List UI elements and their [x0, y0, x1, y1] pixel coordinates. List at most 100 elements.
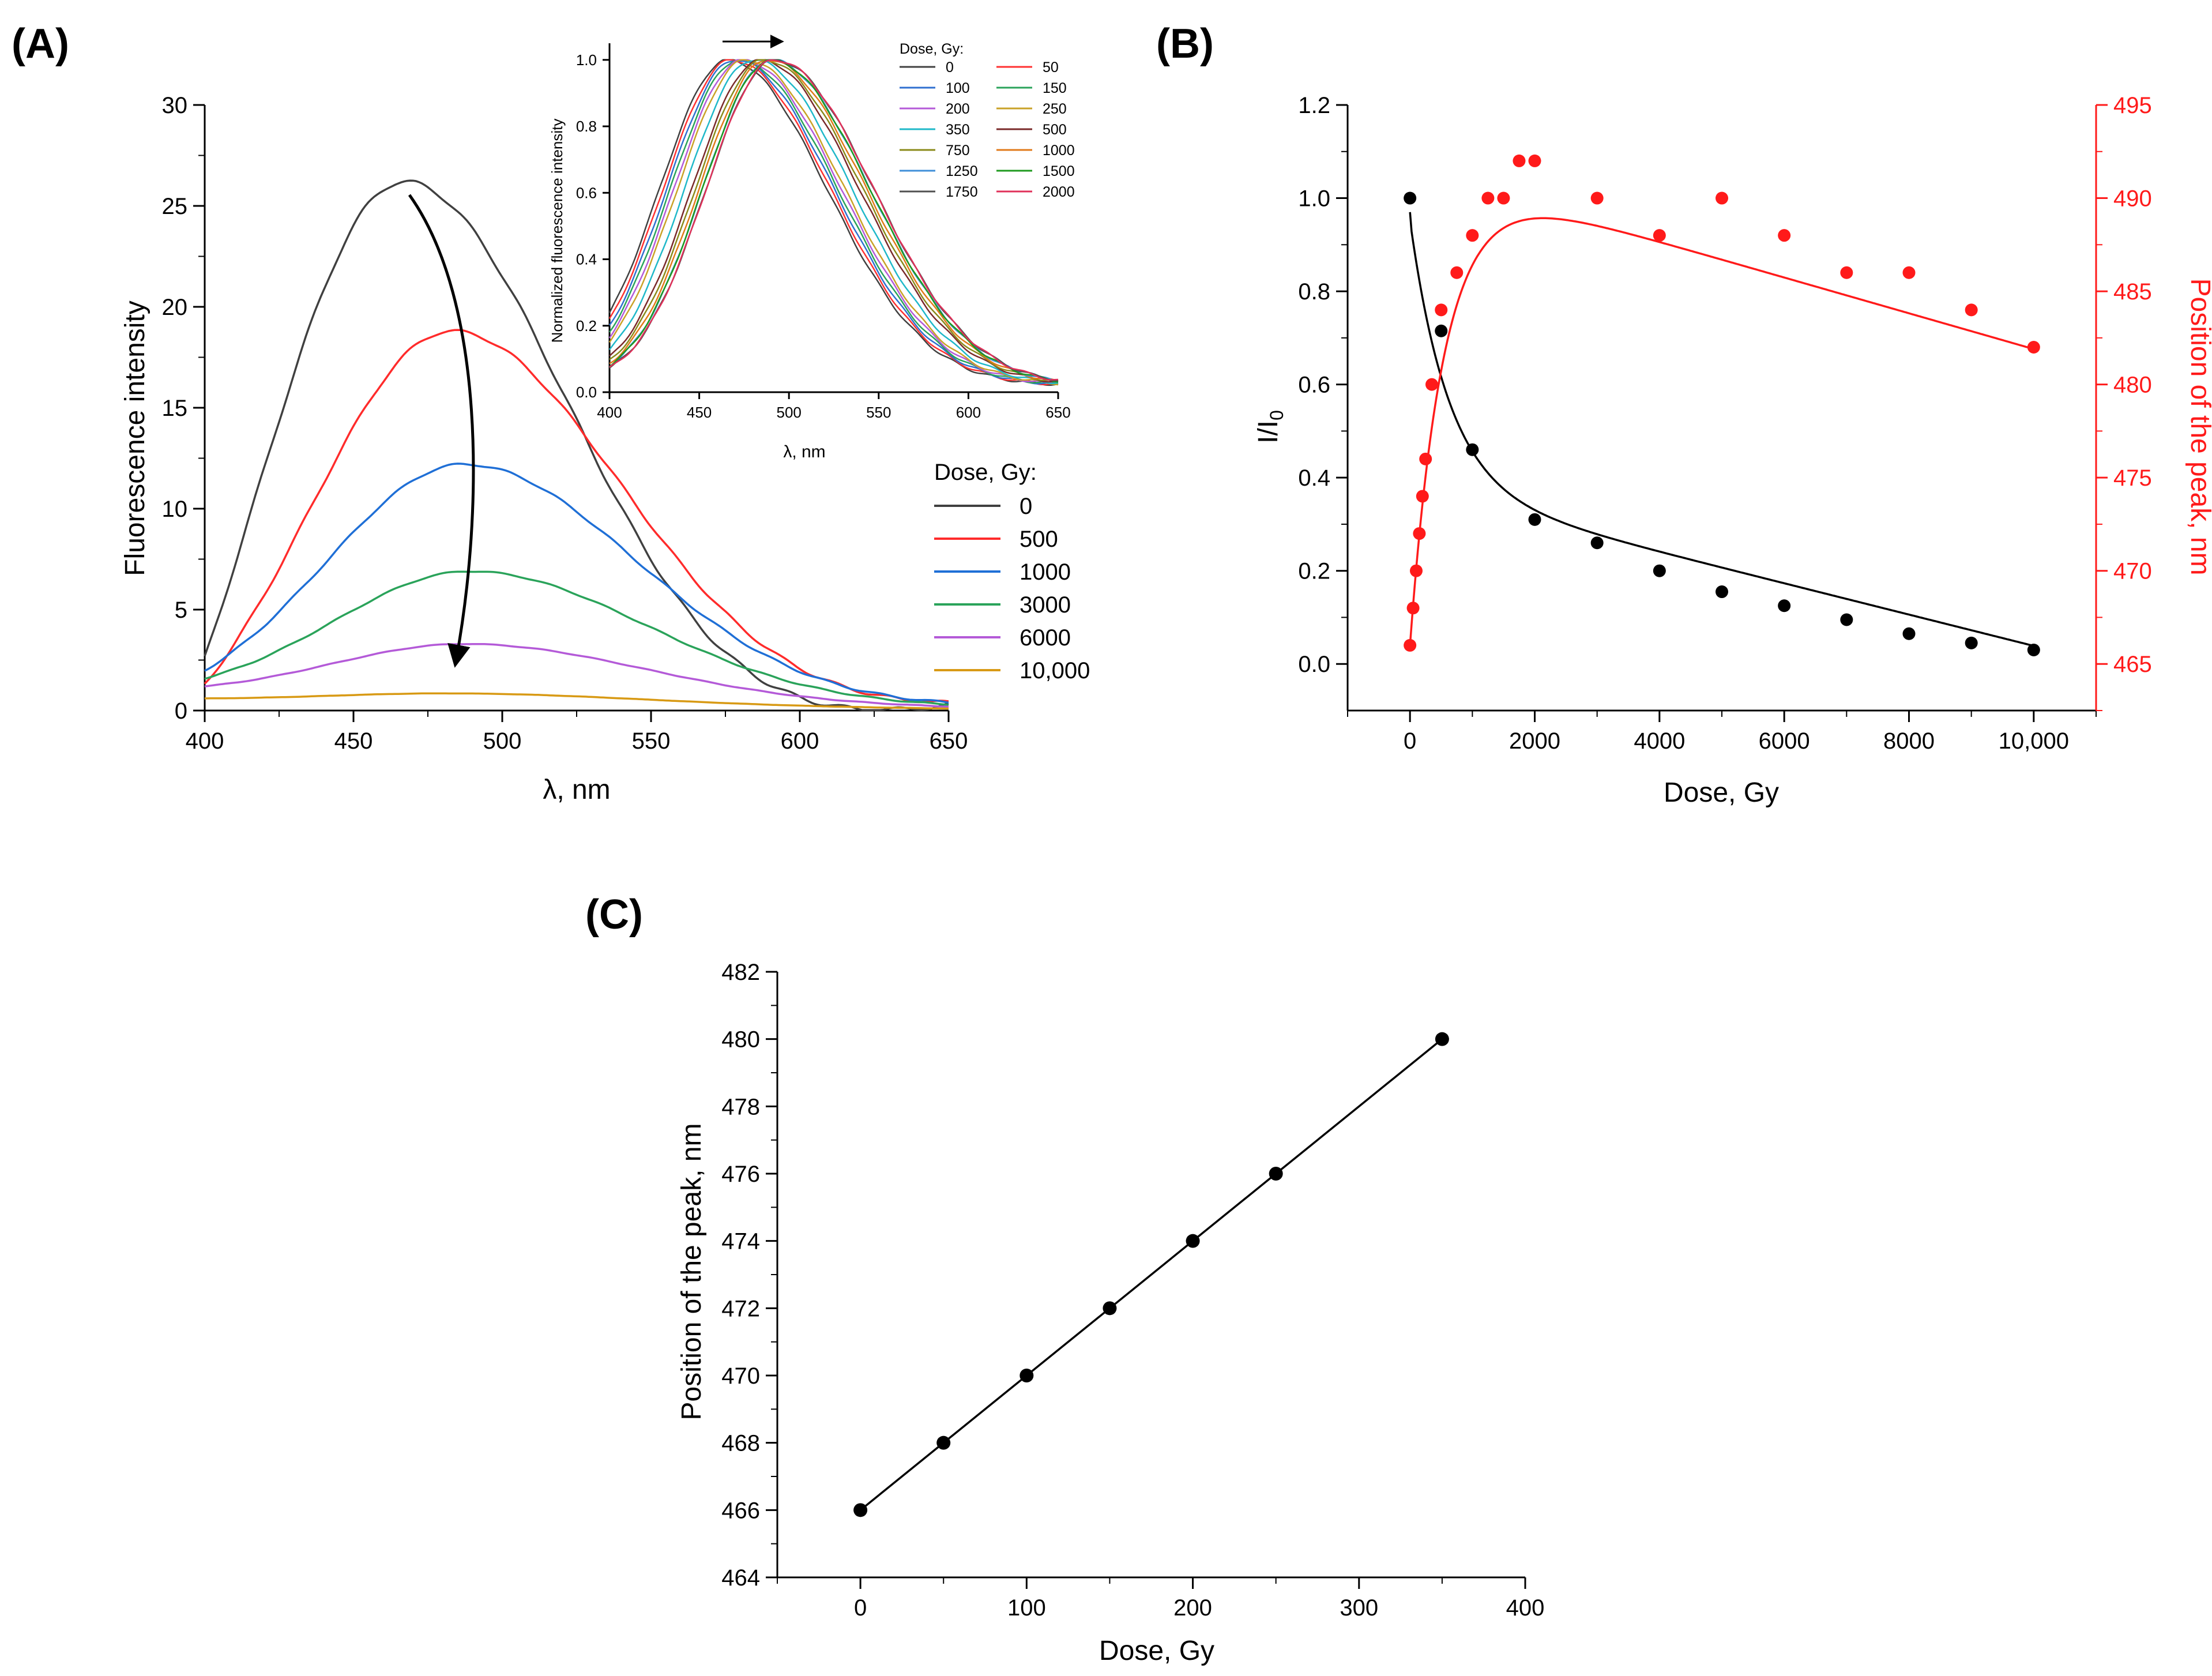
- panel-b-chart: 0 2000 4000 6000 8000 10,000 0.0 0.2 0.4 0.6 0.8 1.…: [1298, 93, 2151, 754]
- inset-xtick-label: 500: [777, 404, 802, 421]
- panel-c-point: [1103, 1301, 1117, 1316]
- panel-b-xtick-label: 10,000: [1999, 728, 2069, 754]
- panel-c-ytick-label: 470: [721, 1363, 760, 1389]
- panel-b-ytick-label: 0.0: [1298, 652, 1330, 677]
- panel-b-point-intensity: [1653, 564, 1666, 577]
- inset-legend-label: 350: [946, 122, 970, 138]
- panel-b-ytick-label: 1.2: [1298, 93, 1330, 118]
- panel-b-point-intensity: [1716, 585, 1728, 599]
- panel-a-xlabel: λ, nm: [543, 775, 610, 805]
- inset-legend-label: 500: [1043, 122, 1067, 138]
- panel-b-right-ytick-label: 470: [2113, 559, 2152, 584]
- inset-series-1500-line: [609, 59, 1059, 383]
- panel-b-xtick-label: 6000: [1759, 728, 1810, 754]
- panel-c-ytick-label: 478: [721, 1094, 760, 1119]
- panel-c-xtick-label: 300: [1340, 1595, 1378, 1621]
- panel-b-point-peak: [1902, 266, 1916, 279]
- panel-c-ytick-label: 472: [721, 1296, 760, 1321]
- panel-b-point-peak: [1416, 490, 1429, 503]
- panel-a-xtick-label: 600: [781, 728, 819, 754]
- panel-a-ytick-label: 5: [175, 598, 187, 623]
- panel-c-point: [1269, 1167, 1283, 1181]
- panel-a-legend-label: 6000: [1020, 625, 1071, 651]
- panel-a-ylabel: Fluorescence intensity: [120, 300, 151, 576]
- panel-b-point-intensity: [1965, 636, 1978, 649]
- inset-series-200-line: [608, 59, 1059, 386]
- panel-a-series-3000-line: [204, 570, 949, 707]
- panel-b-right-ytick-label: 480: [2113, 373, 2152, 398]
- inset-ylabel: Normalized fluorescence intensity: [548, 119, 566, 343]
- panel-a-ytick-label: 0: [175, 698, 187, 724]
- panel-a-xtick-label: 500: [483, 728, 522, 754]
- panel-c-xtick-label: 200: [1173, 1595, 1212, 1621]
- inset-legend-label: 100: [946, 80, 970, 96]
- panel-a-ytick-label: 25: [162, 194, 188, 219]
- panel-c-ytick-label: 466: [721, 1498, 760, 1523]
- panel-b-point-peak: [1419, 452, 1432, 465]
- panel-a-xtick-label: 550: [632, 728, 671, 754]
- panel-b-point-peak: [1965, 303, 1978, 317]
- panel-a-chart: 400 450 500 550 600 650 0 5 10 15 20 25 30 0 500 1000 30…: [162, 93, 1090, 754]
- inset-legend-label: 1750: [946, 184, 978, 200]
- panel-a-legend-label: 3000: [1020, 592, 1071, 618]
- panel-a-xtick-label: 650: [930, 728, 968, 754]
- panel-c-ylabel: Position of the peak, nm: [676, 1123, 707, 1421]
- inset-legend-label: 50: [1043, 59, 1059, 76]
- panel-a-series-10,000-line: [205, 692, 949, 710]
- panel-a-legend-label: 10,000: [1020, 658, 1090, 683]
- inset-series-1250-line: [609, 59, 1059, 383]
- panel-c-fit-line: [860, 1038, 1443, 1511]
- inset-ytick-label: 0.0: [576, 384, 597, 401]
- panel-c-xtick-label: 0: [854, 1595, 867, 1621]
- panel-b-point-intensity: [2027, 644, 2040, 656]
- panel-a-series-1000-line: [204, 463, 949, 704]
- panel-b-right-ytick-label: 495: [2113, 93, 2152, 118]
- inset-series-250-line: [608, 59, 1058, 385]
- panel-c-point: [1435, 1032, 1449, 1046]
- inset-ytick-label: 0.4: [576, 251, 597, 268]
- panel-b-right-ytick-label: 490: [2113, 186, 2152, 212]
- inset-series-50-line: [608, 59, 1059, 386]
- panel-label-b: (B): [1156, 21, 1214, 67]
- panel-a-ytick-label: 10: [162, 497, 188, 522]
- panel-b-fit-peak-position: [1409, 217, 2034, 646]
- panel-b-point-intensity: [1778, 599, 1791, 612]
- inset-series-2000-line: [609, 59, 1059, 381]
- panel-b-ylabel: I/I0: [1253, 410, 1287, 444]
- panel-b-point-intensity: [1590, 536, 1604, 550]
- panel-label-a: (A): [12, 21, 69, 67]
- panel-a-ytick-label: 30: [162, 93, 188, 118]
- panel-b-xlabel: Dose, Gy: [1664, 777, 1779, 808]
- panel-b-point-peak: [2027, 341, 2040, 354]
- inset-series-0-line: [608, 59, 1059, 386]
- panel-b-point-peak: [1513, 154, 1526, 167]
- panel-a-legend-label: 500: [1020, 527, 1058, 552]
- inset-xtick-label: 650: [1045, 404, 1070, 421]
- panel-b-point-intensity: [1902, 627, 1916, 640]
- panel-b-fit-intensity: [1409, 212, 2034, 647]
- inset-legend-label: 250: [1043, 101, 1067, 117]
- inset-series-750-line: [609, 59, 1059, 381]
- panel-c-ytick-label: 482: [721, 960, 760, 985]
- panel-b-point-peak: [1409, 564, 1423, 577]
- panel-c-ytick-label: 468: [721, 1431, 760, 1456]
- panel-b-point-peak: [1404, 638, 1417, 652]
- panel-c-point: [853, 1503, 868, 1517]
- inset-legend-label: 150: [1043, 80, 1067, 96]
- panel-b-point-peak: [1840, 266, 1853, 279]
- panel-b-point-intensity: [1528, 513, 1541, 526]
- inset-ytick-label: 0.6: [576, 184, 597, 201]
- panel-c-point: [1186, 1234, 1200, 1248]
- panel-c-xlabel: Dose, Gy: [1099, 1636, 1214, 1666]
- panel-b-right-ytick-label: 485: [2113, 279, 2152, 305]
- panel-b-point-peak: [1528, 154, 1541, 167]
- inset-xtick-label: 450: [687, 404, 712, 421]
- panel-b-ytick-label: 0.2: [1298, 559, 1330, 584]
- panel-a-legend-label: 0: [1020, 494, 1032, 519]
- panel-c-point: [1020, 1369, 1034, 1382]
- inset-series-350-line: [609, 59, 1059, 384]
- inset-ytick-label: 0.2: [576, 317, 597, 335]
- inset-series-500-line: [609, 59, 1059, 383]
- panel-b-point-peak: [1406, 602, 1420, 615]
